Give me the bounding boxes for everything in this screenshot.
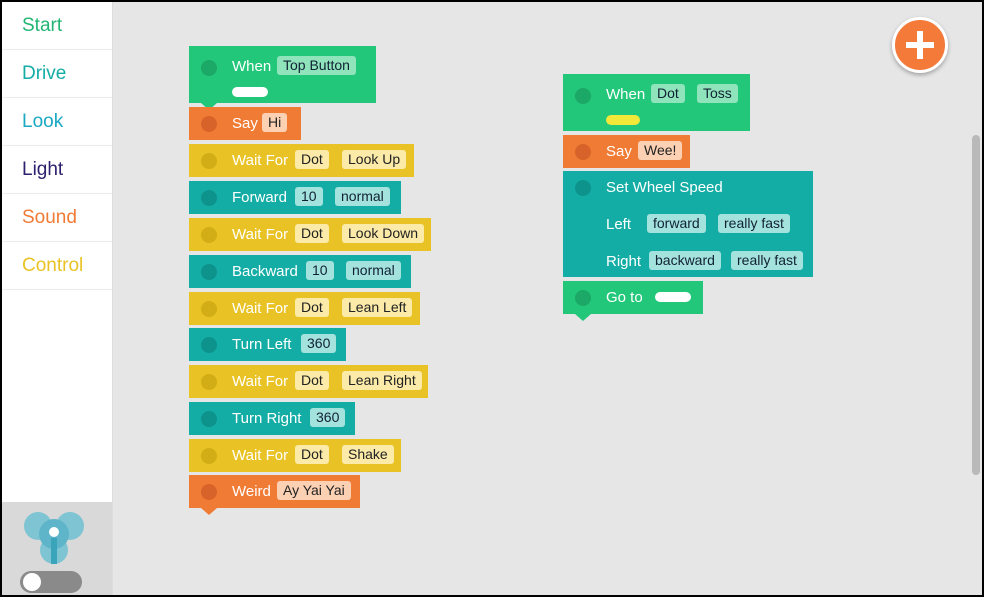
forward-block[interactable]: Forward 10 normal bbox=[189, 181, 401, 214]
arg-pill[interactable]: 10 bbox=[306, 261, 334, 280]
connector-dot bbox=[201, 227, 217, 243]
connector-dot bbox=[201, 411, 217, 427]
wait-for-block[interactable]: Wait For Dot Look Down bbox=[189, 218, 431, 251]
arg-pill[interactable]: 360 bbox=[310, 408, 346, 427]
arg-pill[interactable]: Look Up bbox=[342, 150, 407, 169]
connector-dot bbox=[201, 301, 217, 317]
left-label: Left bbox=[606, 216, 632, 233]
hat-slot[interactable] bbox=[606, 115, 640, 125]
block-label: Weird bbox=[232, 483, 271, 500]
arg-pill[interactable]: 10 bbox=[295, 187, 323, 206]
code-workspace[interactable]: When Top Button Say Hi Wait For Dot Look… bbox=[113, 2, 982, 595]
block-label: Say bbox=[232, 115, 258, 132]
turn-left-block[interactable]: Turn Left 360 bbox=[189, 328, 346, 361]
wait-for-block[interactable]: Wait For Dot Look Up bbox=[189, 144, 414, 177]
say-block[interactable]: Say Wee! bbox=[563, 135, 690, 168]
connector-dot bbox=[575, 180, 591, 196]
arg-pill[interactable]: Shake bbox=[342, 445, 394, 464]
block-label: Wait For bbox=[232, 447, 289, 464]
block-title: Set Wheel Speed bbox=[606, 179, 723, 196]
block-label: Wait For bbox=[232, 373, 289, 390]
arg-pill[interactable]: Dot bbox=[295, 150, 329, 169]
when-block[interactable]: When Top Button bbox=[189, 46, 376, 110]
block-label: Backward bbox=[232, 263, 298, 280]
arg-pill[interactable]: Dot bbox=[651, 84, 685, 103]
wait-for-block[interactable]: Wait For Dot Shake bbox=[189, 439, 401, 472]
wait-for-block[interactable]: Wait For Dot Lean Right bbox=[189, 365, 428, 398]
block-notch bbox=[575, 314, 591, 321]
say-block[interactable]: Say Hi bbox=[189, 107, 301, 140]
left-direction-pill[interactable]: forward bbox=[647, 214, 706, 233]
right-label: Right bbox=[606, 253, 642, 270]
arg-pill[interactable]: Lean Left bbox=[342, 298, 413, 317]
right-direction-pill[interactable]: backward bbox=[649, 251, 721, 270]
arg-pill[interactable]: Hi bbox=[262, 113, 288, 132]
connector-dot bbox=[575, 290, 591, 306]
connector-dot bbox=[201, 264, 217, 280]
arg-pill[interactable]: Dot bbox=[295, 371, 329, 390]
block-label: Turn Right bbox=[232, 410, 302, 427]
add-button[interactable] bbox=[892, 17, 948, 73]
robot-dot-icon[interactable] bbox=[22, 510, 86, 568]
block-label: When bbox=[232, 58, 272, 75]
category-drive[interactable]: Drive bbox=[2, 50, 112, 98]
trigger-pill[interactable]: Top Button bbox=[277, 56, 356, 75]
backward-block[interactable]: Backward 10 normal bbox=[189, 255, 411, 288]
toggle-knob bbox=[23, 573, 41, 591]
block-notch bbox=[201, 508, 217, 515]
connector-dot bbox=[575, 88, 591, 104]
category-sidebar: Start Drive Look Light Sound Control bbox=[2, 2, 113, 595]
arg-pill[interactable]: Wee! bbox=[638, 141, 683, 160]
plus-icon bbox=[906, 31, 934, 59]
category-start[interactable]: Start bbox=[2, 2, 112, 50]
set-wheel-speed-block[interactable]: Set Wheel Speed Left forward really fast… bbox=[563, 171, 813, 277]
arg-pill[interactable]: Dot bbox=[295, 224, 329, 243]
wait-for-block[interactable]: Wait For Dot Lean Left bbox=[189, 292, 420, 325]
block-notch bbox=[201, 103, 217, 110]
robot-toggle[interactable] bbox=[20, 571, 82, 593]
right-speed-pill[interactable]: really fast bbox=[731, 251, 803, 270]
block-label: Turn Left bbox=[232, 336, 292, 353]
category-light[interactable]: Light bbox=[2, 146, 112, 194]
when-block[interactable]: When Dot Toss bbox=[563, 74, 750, 131]
turn-right-block[interactable]: Turn Right 360 bbox=[189, 402, 355, 435]
category-look[interactable]: Look bbox=[2, 98, 112, 146]
arg-pill[interactable]: Toss bbox=[697, 84, 738, 103]
connector-dot bbox=[201, 190, 217, 206]
connector-dot bbox=[201, 484, 217, 500]
arg-pill[interactable]: Dot bbox=[295, 298, 329, 317]
connector-dot bbox=[201, 337, 217, 353]
block-label: Go to bbox=[606, 289, 643, 306]
connector-dot bbox=[201, 448, 217, 464]
hat-slot[interactable] bbox=[232, 87, 268, 97]
arg-pill[interactable]: normal bbox=[346, 261, 401, 280]
connector-dot bbox=[201, 153, 217, 169]
weird-block[interactable]: Weird Ay Yai Yai bbox=[189, 475, 360, 515]
connector-dot bbox=[575, 144, 591, 160]
connector-dot bbox=[201, 116, 217, 132]
left-speed-pill[interactable]: really fast bbox=[718, 214, 790, 233]
block-label: When bbox=[606, 86, 646, 103]
go-to-block[interactable]: Go to bbox=[563, 281, 703, 321]
arg-pill[interactable]: Look Down bbox=[342, 224, 425, 243]
arg-pill[interactable]: Lean Right bbox=[342, 371, 422, 390]
connector-dot bbox=[201, 374, 217, 390]
connector-dot bbox=[201, 60, 217, 76]
robot-panel bbox=[2, 502, 112, 595]
arg-pill[interactable]: 360 bbox=[301, 334, 337, 353]
arg-pill[interactable]: Ay Yai Yai bbox=[277, 481, 351, 500]
category-sound[interactable]: Sound bbox=[2, 194, 112, 242]
go-to-slot[interactable] bbox=[655, 292, 691, 302]
block-label: Say bbox=[606, 143, 632, 160]
block-label: Forward bbox=[232, 189, 288, 206]
category-control[interactable]: Control bbox=[2, 242, 112, 290]
workspace-scrollbar[interactable] bbox=[972, 135, 980, 475]
block-label: Wait For bbox=[232, 152, 289, 169]
arg-pill[interactable]: normal bbox=[335, 187, 390, 206]
block-label: Wait For bbox=[232, 226, 289, 243]
arg-pill[interactable]: Dot bbox=[295, 445, 329, 464]
block-label: Wait For bbox=[232, 300, 289, 317]
